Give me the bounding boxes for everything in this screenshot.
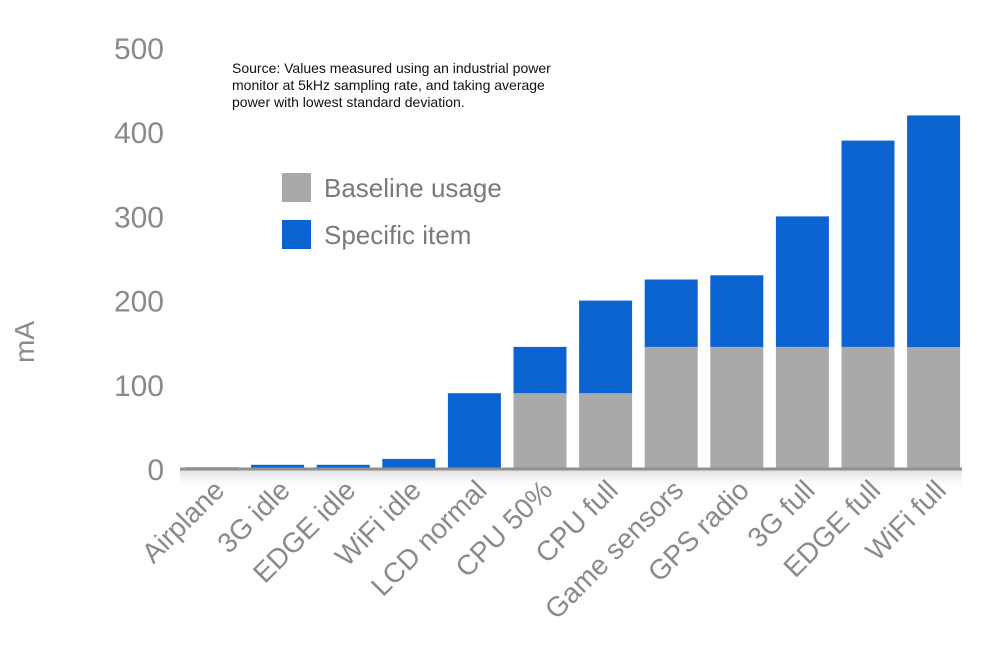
bar-baseline [513,393,567,469]
legend-label: Baseline usage [324,173,502,203]
bar-baseline [579,393,633,469]
bar-baseline [775,346,829,469]
bar-baseline [644,346,698,469]
bar-specific [251,464,305,469]
bar-specific [775,216,829,347]
legend-swatch [282,173,311,202]
y-tick-label: 100 [114,370,164,403]
bar-baseline [710,346,764,469]
legend-swatch [282,220,311,249]
bar-specific [841,140,895,347]
bar-specific [316,464,370,469]
legend: Baseline usage Specific item [282,173,502,250]
bar-specific [382,458,436,469]
bar-baseline [907,346,961,469]
y-tick-label: 200 [114,286,164,319]
y-tick-label: 400 [114,117,164,150]
bars [185,115,961,469]
y-tick-label: 0 [147,454,164,487]
floor-shadow [180,469,962,491]
bar-specific [644,279,698,347]
bar-specific [513,346,567,394]
bar-specific [710,275,764,347]
legend-label: Specific item [324,220,471,250]
bar-specific [579,300,633,394]
y-tick-label: 300 [114,201,164,234]
y-axis-title: mA [9,321,40,363]
source-annotation: Source: Values measured using an industr… [232,60,551,110]
y-axis-ticks: 0 100 200 300 400 500 [114,33,164,487]
bar-specific [447,393,501,469]
y-tick-label: 500 [114,33,164,66]
bar-specific [907,115,961,348]
bar-baseline [841,346,895,469]
